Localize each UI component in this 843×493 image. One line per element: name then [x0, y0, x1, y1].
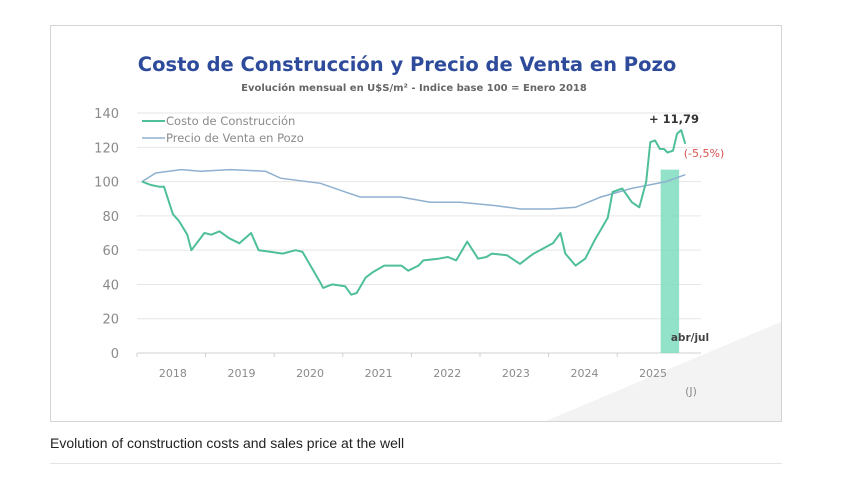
corner-shade [545, 321, 781, 421]
series-line-costo-de-construccion [141, 129, 687, 296]
y-tick-label: 100 [94, 176, 119, 191]
y-tick-label: 120 [94, 141, 119, 156]
x-tick-label: 2019 [227, 367, 255, 380]
legend-label-precio: Precio de Venta en Pozo [166, 131, 304, 145]
x-tick-label: 2025 [639, 367, 667, 380]
figure-caption: Evolution of construction costs and sale… [50, 435, 405, 451]
chart-subtitle: Evolución mensual en U$S/m² - Indice bas… [241, 82, 587, 94]
y-axis-ticks: 0 20 40 60 80 100 120 140 [94, 107, 119, 362]
divider [50, 463, 782, 464]
annotation-positive: + 11,79 [649, 112, 699, 126]
y-tick-label: 20 [102, 313, 119, 328]
gridlines [137, 112, 701, 354]
x-tick-label: 2021 [365, 367, 393, 380]
x-tick-label: 2020 [296, 367, 324, 380]
x-tick-sublabel: (J) [685, 385, 697, 398]
y-tick-label: 60 [102, 244, 119, 259]
chart-title: Costo de Construcción y Precio de Venta … [138, 53, 676, 76]
y-tick-label: 80 [102, 210, 119, 225]
x-axis-ticks: 2018 2019 2020 2021 2022 2023 2024 2025 [136, 353, 667, 380]
x-tick-label: 2023 [502, 367, 530, 380]
highlight-label: abr/jul [671, 332, 709, 344]
y-tick-label: 40 [102, 278, 119, 293]
annotation-negative: (-5,5%) [684, 147, 725, 160]
highlight-bar [660, 169, 680, 353]
x-tick-label: 2024 [570, 367, 598, 380]
y-tick-label: 0 [111, 347, 119, 362]
series-line-precio-de-venta [141, 168, 686, 210]
legend: Costo de Construcción Precio de Venta en… [142, 114, 304, 145]
x-tick-label: 2022 [433, 367, 461, 380]
y-tick-label: 140 [94, 107, 119, 122]
legend-label-costo: Costo de Construcción [166, 114, 295, 128]
x-tick-label: 2018 [159, 367, 187, 380]
chart-frame: Costo de Construcción y Precio de Venta … [50, 25, 782, 422]
chart-svg: Costo de Construcción y Precio de Venta … [94, 53, 781, 421]
